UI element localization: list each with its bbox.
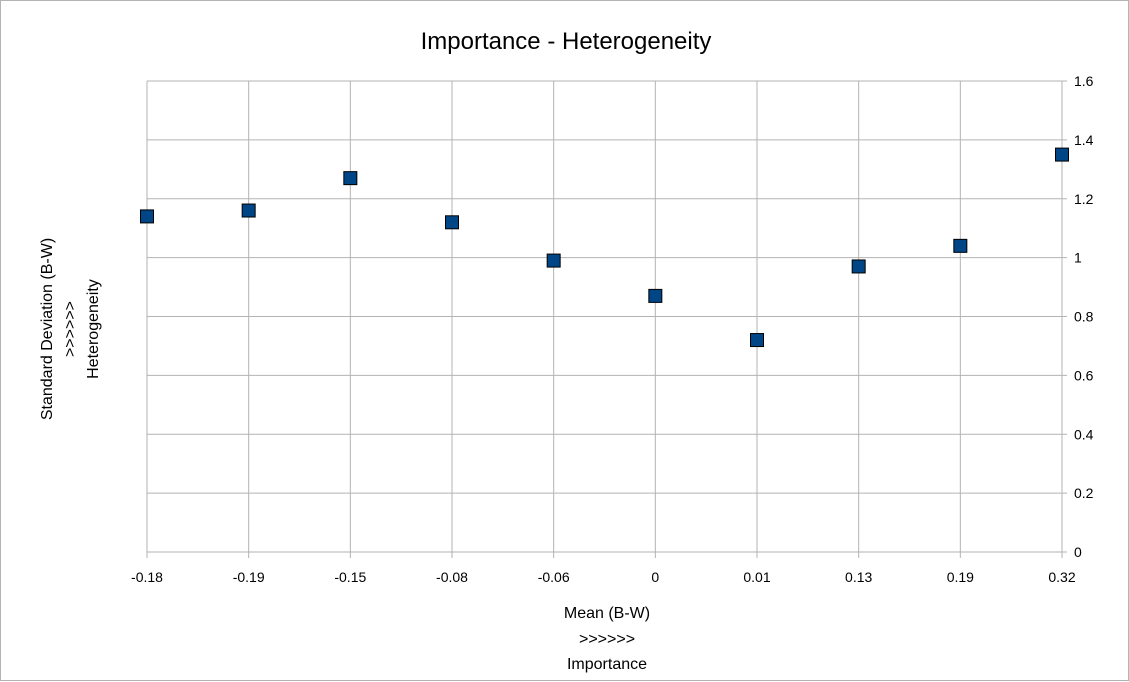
x-tick-labels: -0.18 -0.19 -0.15 -0.08 -0.06 0 0.01 0.13 0.19 0.…: [131, 569, 1076, 585]
y-tick-label: 1: [1074, 250, 1082, 266]
x-tick-label: -0.19: [233, 569, 265, 585]
x-axis-title-line-3: Importance: [567, 656, 647, 673]
y-tick-labels: 0 0.2 0.4 0.6 0.8 1 1.2 1.4 1.6: [1074, 73, 1094, 560]
data-point: [140, 209, 154, 224]
x-tick-label: 0.19: [947, 569, 974, 585]
x-tick-label: 0.32: [1048, 569, 1075, 585]
grid-lines: [146, 80, 1063, 553]
y-tick-label: 0.2: [1074, 485, 1094, 501]
chart-title: Importance - Heterogeneity: [421, 28, 712, 55]
y-tick-label: 1.4: [1074, 132, 1094, 148]
y-tick-label: 1.2: [1074, 191, 1094, 207]
data-point: [1055, 147, 1069, 162]
y-tick-label: 0.4: [1074, 426, 1094, 442]
y-axis-title-line-1: Standard Deviation (B-W): [39, 238, 56, 420]
y-tick-label: 1.6: [1074, 73, 1094, 89]
x-tick-label: -0.08: [436, 569, 468, 585]
x-axis-title-line-2: >>>>>>: [579, 631, 635, 648]
y-tick-label: 0: [1074, 544, 1082, 560]
data-point: [851, 259, 866, 274]
y-tick-label: 0.8: [1074, 309, 1094, 325]
data-point: [241, 203, 256, 218]
data-point: [750, 333, 764, 348]
x-tick-label: -0.06: [538, 569, 570, 585]
axes: [146, 80, 1067, 558]
data-point: [445, 215, 459, 230]
data-point: [343, 171, 358, 186]
x-tick-label: 0.01: [743, 569, 770, 585]
y-tick-label: 0.6: [1074, 367, 1094, 383]
data-points: [140, 147, 1069, 348]
y-axis-title-line-3: Heterogeneity: [85, 279, 102, 379]
x-axis-title-line-1: Mean (B-W): [564, 605, 650, 622]
data-point: [648, 288, 663, 303]
data-point: [546, 253, 561, 268]
y-axis-title-line-2: >>>>>>: [62, 301, 79, 357]
x-tick-label: 0: [651, 569, 659, 585]
x-tick-label: 0.13: [845, 569, 872, 585]
data-point: [953, 238, 968, 253]
x-tick-label: -0.15: [334, 569, 366, 585]
x-tick-label: -0.18: [131, 569, 163, 585]
